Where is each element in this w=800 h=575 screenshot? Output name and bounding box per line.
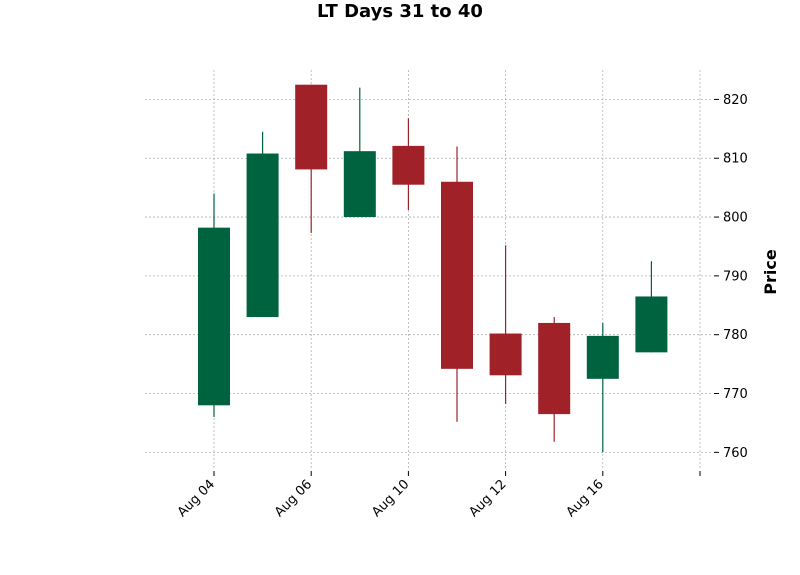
candle-body: [441, 181, 473, 369]
x-tick-label: Aug 10: [369, 477, 412, 520]
candle-body: [392, 145, 425, 185]
candle-up: [635, 261, 668, 353]
y-tick-label: 800: [723, 211, 748, 226]
grid: [145, 70, 713, 470]
y-axis-label: Price: [761, 249, 780, 295]
y-tick-label: 770: [723, 387, 748, 402]
y-tick-label: 810: [723, 152, 748, 167]
chart-title: LT Days 31 to 40: [317, 1, 483, 22]
candle-body: [343, 151, 376, 218]
candle-down: [538, 317, 571, 442]
candle-body: [489, 333, 522, 376]
candle-up: [246, 131, 279, 318]
candle-up: [343, 87, 376, 218]
y-tick-label: 780: [723, 328, 748, 343]
y-tick-label: 820: [723, 93, 748, 108]
candle-body: [295, 84, 328, 170]
y-axis: 760 770 780 790 800 810 820: [714, 93, 748, 461]
candle-down: [489, 245, 522, 405]
candle-body: [246, 153, 279, 318]
x-axis: Aug 04 Aug 06 Aug 10 Aug 12 Aug 16: [175, 471, 701, 520]
candle-up: [198, 193, 230, 418]
candle-body: [586, 335, 619, 379]
candle-down: [392, 118, 425, 210]
x-tick-label: Aug 16: [564, 477, 607, 520]
candle-body: [635, 296, 668, 353]
x-tick-label: Aug 06: [272, 477, 315, 520]
candle-body: [538, 322, 571, 415]
candle-down: [295, 84, 328, 233]
y-tick-label: 790: [723, 269, 748, 284]
candle-body: [198, 227, 230, 406]
candle-down: [441, 146, 473, 422]
candles: [198, 84, 668, 453]
x-tick-label: Aug 04: [175, 477, 218, 520]
y-tick-label: 760: [723, 446, 748, 461]
x-tick-label: Aug 12: [466, 477, 509, 520]
candle-up: [586, 322, 619, 453]
